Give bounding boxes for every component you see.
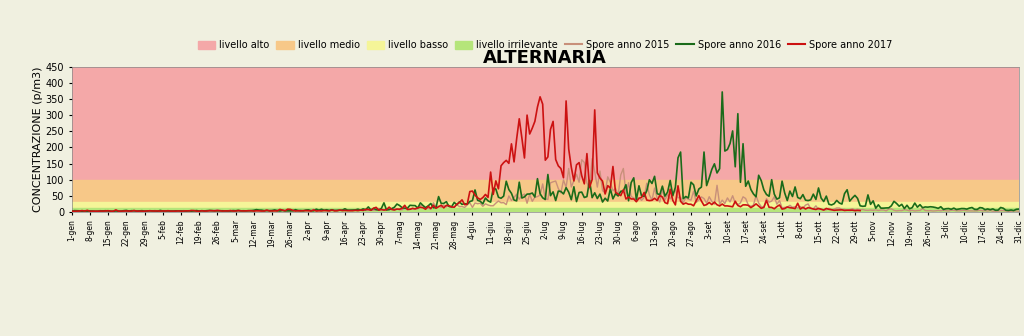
Line: Spore anno 2016: Spore anno 2016 <box>72 92 1019 211</box>
Spore anno 2016 <box>1013 207 1024 211</box>
Spore anno 2016 <box>883 206 895 210</box>
Spore anno 2016 <box>329 208 341 212</box>
Line: Spore anno 2017: Spore anno 2017 <box>72 97 860 211</box>
Spore anno 2016 <box>66 209 78 213</box>
Spore anno 2017 <box>248 209 260 213</box>
Spore anno 2017 <box>854 209 866 213</box>
Title: ALTERNARIA: ALTERNARIA <box>483 49 607 67</box>
Spore anno 2017 <box>143 209 156 213</box>
Line: Spore anno 2015: Spore anno 2015 <box>72 159 1019 211</box>
Spore anno 2015 <box>586 157 598 161</box>
Spore anno 2017 <box>66 209 78 213</box>
Spore anno 2016 <box>716 90 728 94</box>
Y-axis label: CONCENTRAZIONE (p/m3): CONCENTRAZIONE (p/m3) <box>33 67 43 212</box>
Spore anno 2017 <box>346 209 358 213</box>
Spore anno 2017 <box>534 95 546 99</box>
Spore anno 2016 <box>445 205 458 209</box>
Spore anno 2016 <box>104 209 117 213</box>
Spore anno 2017 <box>742 203 755 207</box>
Spore anno 2016 <box>974 206 986 210</box>
Spore anno 2015 <box>329 208 341 212</box>
Spore anno 2015 <box>445 205 458 209</box>
Spore anno 2015 <box>89 209 101 213</box>
Spore anno 2017 <box>641 198 653 202</box>
Spore anno 2017 <box>84 209 96 213</box>
Spore anno 2015 <box>883 207 895 211</box>
Spore anno 2016 <box>451 203 463 207</box>
Spore anno 2015 <box>974 208 986 212</box>
Spore anno 2016 <box>268 208 281 212</box>
Spore anno 2015 <box>1013 209 1024 213</box>
Spore anno 2017 <box>675 199 687 203</box>
Bar <box>72 208 1019 212</box>
Bar <box>72 67 1019 179</box>
Spore anno 2015 <box>451 203 463 207</box>
Spore anno 2015 <box>66 209 78 213</box>
Bar <box>72 179 1019 202</box>
Spore anno 2015 <box>268 208 281 212</box>
Legend: livello alto, livello medio, livello basso, livello irrilevante, Spore anno 2015: livello alto, livello medio, livello bas… <box>198 40 893 50</box>
Bar <box>72 202 1019 208</box>
